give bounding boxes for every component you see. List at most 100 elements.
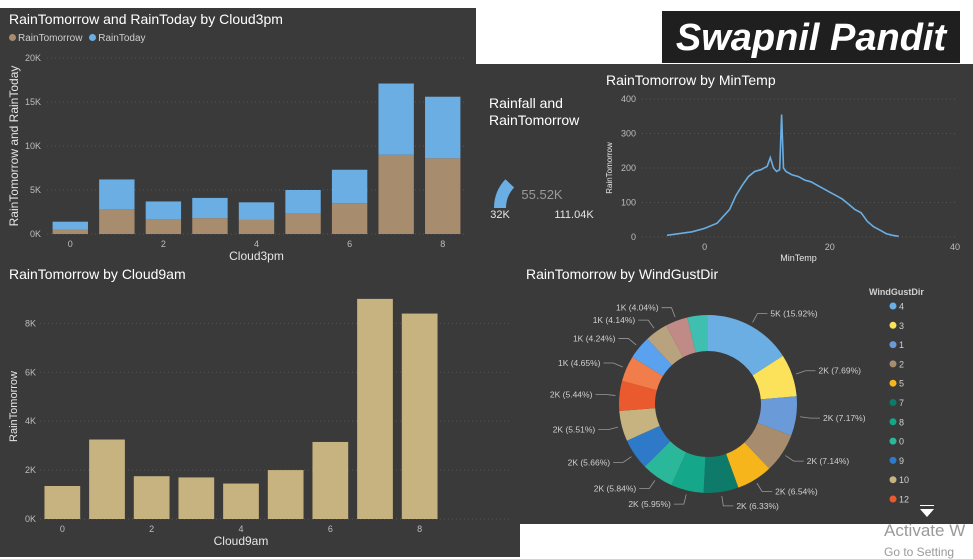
legend-dot-raintoday — [89, 34, 97, 41]
x-axis-title: MinTemp — [780, 253, 817, 263]
x-tick-label: 6 — [328, 524, 333, 534]
y-tick-label: 0K — [25, 514, 36, 524]
gauge-chart[interactable]: 55.52K 32K 111.04K — [476, 64, 600, 266]
legend-dot — [889, 360, 897, 368]
donut-slice — [619, 408, 660, 441]
legend-dot — [889, 418, 897, 426]
chart1-plot[interactable]: 0K 5K 10K 15K 20K 0 2 4 6 8 Cloud3pm RainTomorrow a… — [0, 8, 476, 266]
donut-slice — [647, 325, 684, 366]
legend-label: 5 — [899, 379, 904, 389]
y-tick-label: 4K — [25, 416, 36, 426]
legend-dot — [889, 341, 897, 349]
bar-raintomorrow — [192, 218, 228, 234]
slice-label: 2K (5.44%) — [550, 390, 593, 400]
legend-label: 12 — [899, 495, 909, 505]
legend-dot — [889, 399, 897, 406]
x-tick-label: 4 — [254, 239, 259, 249]
bar-raintomorrow — [267, 470, 304, 519]
x-tick-label: 0 — [702, 242, 707, 252]
bar-raintoday — [331, 169, 368, 204]
legend-dot — [889, 437, 897, 445]
legend-label-raintomorrow: RainTomorrow — [18, 33, 83, 44]
bar-raintomorrow — [425, 158, 461, 234]
y-axis-title: RainTomorrow and RainToday — [7, 66, 21, 227]
legend-title: WindGustDir — [869, 287, 924, 297]
y-tick-label: 10K — [25, 141, 41, 151]
leader-line — [598, 426, 619, 431]
watermark-line1: Activate W — [884, 521, 966, 540]
donut-slice — [671, 452, 706, 493]
gauge-title-line1: Rainfall and — [489, 95, 563, 111]
legend-label: 2 — [899, 359, 904, 369]
legend-label: 7 — [899, 398, 904, 408]
legend-label: 10 — [899, 475, 909, 485]
bar-raintomorrow — [178, 477, 215, 519]
leader-line — [595, 394, 616, 396]
legend-dot — [889, 456, 897, 464]
y-tick-label: 0K — [30, 229, 41, 239]
legend-dot — [889, 379, 897, 387]
bar-raintoday — [285, 190, 321, 214]
leader-line — [800, 416, 821, 419]
y-tick-label: 0 — [631, 232, 636, 242]
donut-slice — [726, 442, 770, 488]
donut-slice — [708, 315, 783, 376]
bar-raintomorrow — [378, 154, 414, 234]
bar-raintoday — [145, 201, 182, 220]
bar-raintomorrow — [238, 219, 275, 234]
slice-label: 2K (6.54%) — [775, 487, 818, 497]
gauge-max: 111.04K — [554, 209, 594, 221]
bar-raintoday — [425, 96, 461, 159]
y-axis-title: RainTomorrow — [8, 371, 20, 442]
chart4-title: RainTomorrow by WindGustDir — [526, 266, 719, 282]
y-tick-label: 8K — [25, 318, 36, 328]
donut-slice — [752, 355, 797, 400]
line-series — [666, 114, 899, 238]
y-axis-title: RainTomorrow — [605, 142, 614, 194]
slice-label: 2K (5.95%) — [628, 499, 671, 509]
x-tick-label: 8 — [440, 239, 445, 249]
chart4-plot[interactable]: 5K (15.92%) 2K (7.69%) 2K (7.17%) 2K (7.14%… — [520, 266, 973, 524]
leader-line — [756, 482, 773, 493]
leader-line — [603, 362, 623, 368]
donut-slice — [619, 380, 657, 411]
gauge-min: 32K — [490, 209, 510, 221]
y-tick-label: 100 — [621, 198, 636, 208]
bar-raintomorrow — [223, 483, 259, 519]
bar-raintomorrow — [285, 213, 321, 234]
scroll-down-icon[interactable] — [920, 509, 934, 517]
x-axis-title: Cloud9am — [214, 534, 269, 548]
slice-label: 1K (4.65%) — [558, 358, 601, 368]
leader-line — [618, 338, 637, 346]
author-banner: Swapnil Pandit — [661, 10, 961, 64]
chart3-plot[interactable]: 0K 2K 4K 6K 8K 0 2 4 6 8 Cloud9am RainTomorrow — [0, 266, 520, 557]
legend-dot-raintomorrow — [9, 34, 16, 41]
donut-slice — [703, 453, 739, 493]
legend-label-raintoday: RainToday — [98, 33, 146, 44]
bar-raintomorrow — [312, 441, 349, 519]
slice-label: 2K (7.14%) — [807, 456, 850, 466]
bar-raintoday — [52, 221, 88, 230]
x-tick-label: 4 — [238, 524, 243, 534]
x-tick-label: 20 — [825, 242, 835, 252]
legend-label: 4 — [899, 302, 904, 312]
chart2-title: RainTomorrow by MinTemp — [606, 72, 776, 88]
chart2-plot[interactable]: 0 100 200 300 400 0 20 40 MinTemp RainTomorrow — [600, 64, 973, 266]
leader-line — [752, 313, 768, 323]
y-tick-label: 6K — [25, 367, 36, 377]
slice-label: 2K (7.17%) — [823, 413, 866, 423]
legend-label: 0 — [899, 437, 904, 447]
bar-raintomorrow — [357, 298, 393, 519]
x-tick-label: 0 — [60, 524, 65, 534]
legend-label: 1 — [899, 340, 904, 350]
donut-slice — [666, 317, 696, 358]
legend-dot — [889, 495, 897, 503]
leader-line — [721, 495, 734, 507]
y-tick-label: 5K — [30, 185, 41, 195]
gauge-value: 55.52K — [521, 187, 563, 202]
chart1-legend[interactable]: RainTomorrow RainToday — [9, 33, 146, 44]
legend-dot — [889, 321, 897, 329]
chart1-title: RainTomorrow and RainToday by Cloud3pm — [9, 11, 283, 27]
bar-raintomorrow — [331, 203, 368, 234]
slice-label: 1K (4.24%) — [573, 334, 616, 344]
